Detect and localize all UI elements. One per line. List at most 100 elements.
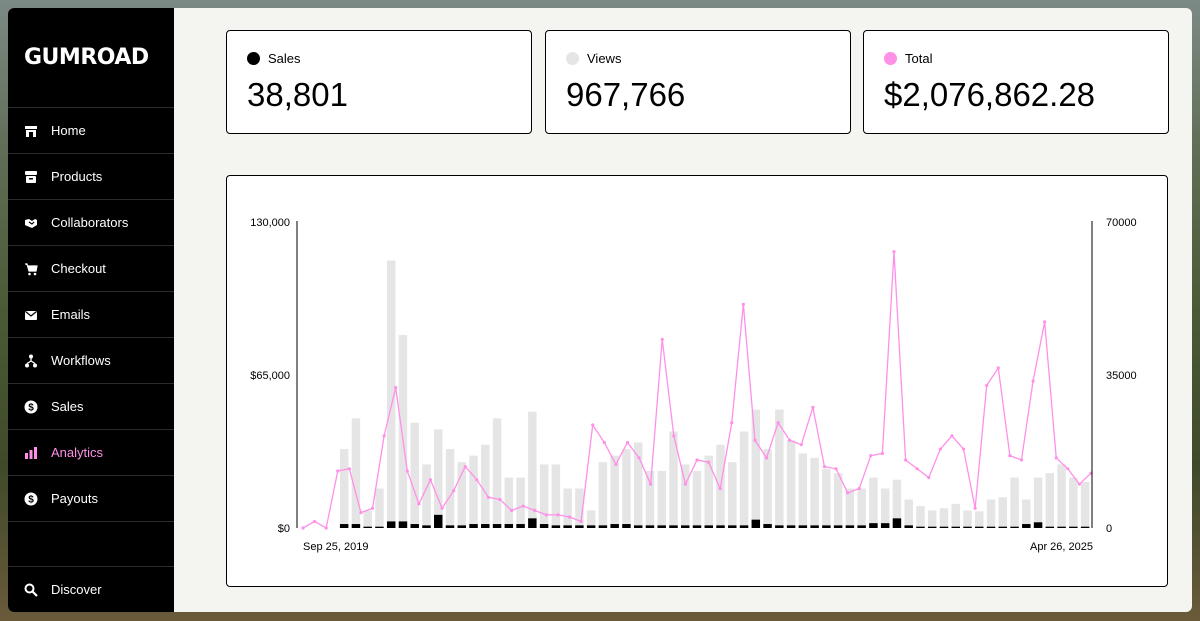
views-bar[interactable] <box>351 418 361 528</box>
sales-bar[interactable] <box>763 524 772 528</box>
sales-bar[interactable] <box>810 525 819 528</box>
total-point[interactable] <box>938 447 942 451</box>
views-bar[interactable] <box>728 462 737 528</box>
total-point[interactable] <box>788 438 792 442</box>
sidebar-item-checkout[interactable]: Checkout <box>8 246 174 292</box>
views-bar[interactable] <box>951 503 960 528</box>
views-bar[interactable] <box>810 457 819 528</box>
views-bar[interactable] <box>1057 464 1066 528</box>
views-bar[interactable] <box>481 444 490 528</box>
views-bar[interactable] <box>739 431 749 528</box>
sales-bar[interactable] <box>422 525 431 528</box>
total-point[interactable] <box>625 440 630 445</box>
views-bar[interactable] <box>539 464 549 528</box>
sales-bar[interactable] <box>845 525 855 528</box>
views-bar[interactable] <box>833 473 843 528</box>
sales-bar[interactable] <box>739 525 749 528</box>
total-point[interactable] <box>1054 456 1058 460</box>
total-point[interactable] <box>985 383 989 388</box>
total-point[interactable] <box>521 504 525 508</box>
sales-bar[interactable] <box>586 525 596 528</box>
sales-bar[interactable] <box>492 524 502 528</box>
sales-bar[interactable] <box>916 526 925 528</box>
total-point[interactable] <box>486 495 491 499</box>
views-bar[interactable] <box>822 468 831 528</box>
views-bar[interactable] <box>798 453 808 528</box>
views-bar[interactable] <box>963 510 972 528</box>
sales-bar[interactable] <box>363 526 372 528</box>
total-point[interactable] <box>347 467 351 471</box>
total-point[interactable] <box>509 508 514 513</box>
views-bar[interactable] <box>880 488 890 528</box>
views-bar[interactable] <box>904 499 913 528</box>
sales-bar[interactable] <box>1010 526 1019 528</box>
sales-bar[interactable] <box>704 525 713 528</box>
sales-bar[interactable] <box>822 525 831 528</box>
total-point[interactable] <box>579 519 583 524</box>
views-bar[interactable] <box>434 429 443 528</box>
views-bar[interactable] <box>1010 477 1019 528</box>
total-point[interactable] <box>718 486 722 491</box>
sales-bar[interactable] <box>445 525 455 528</box>
total-point[interactable] <box>857 486 861 491</box>
total-point[interactable] <box>637 456 641 460</box>
total-point[interactable] <box>649 482 653 486</box>
analytics-chart[interactable]: $0 $65,000 130,000 0 35000 70000 Sep 25,… <box>227 176 1167 586</box>
total-point[interactable] <box>301 526 305 530</box>
sales-bar[interactable] <box>1033 522 1043 528</box>
total-point[interactable] <box>567 515 572 519</box>
sales-bar[interactable] <box>880 523 890 528</box>
sales-bar[interactable] <box>645 525 655 528</box>
sales-bar[interactable] <box>457 525 467 528</box>
sales-bar[interactable] <box>728 525 737 528</box>
total-point[interactable] <box>382 434 386 438</box>
sales-bar[interactable] <box>869 523 878 528</box>
views-bar[interactable] <box>939 508 949 528</box>
views-bar[interactable] <box>1022 499 1031 528</box>
views-bar[interactable] <box>457 462 467 528</box>
sidebar-item-payouts[interactable]: $ Payouts <box>8 476 174 522</box>
sales-bar[interactable] <box>1045 526 1055 528</box>
sales-bar[interactable] <box>1022 524 1031 528</box>
total-point[interactable] <box>950 434 954 438</box>
total-point[interactable] <box>405 469 409 473</box>
views-bar[interactable] <box>422 464 431 528</box>
sales-bar[interactable] <box>504 524 514 528</box>
views-bar[interactable] <box>492 418 502 528</box>
sales-bar[interactable] <box>751 519 761 528</box>
gumroad-logo[interactable]: GUMROAD <box>8 8 174 108</box>
total-point[interactable] <box>475 478 479 482</box>
total-point[interactable] <box>359 511 363 515</box>
total-point[interactable] <box>394 386 398 390</box>
sales-bar[interactable] <box>481 524 490 528</box>
sales-bar[interactable] <box>669 525 678 528</box>
total-point[interactable] <box>324 526 328 530</box>
views-bar[interactable] <box>516 477 525 528</box>
views-bar[interactable] <box>927 510 937 528</box>
total-point[interactable] <box>811 405 815 409</box>
sidebar-item-collaborators[interactable]: Collaborators <box>8 200 174 246</box>
sales-bar[interactable] <box>1080 526 1090 528</box>
total-point[interactable] <box>591 423 595 427</box>
views-bar[interactable] <box>586 510 596 528</box>
sales-bar[interactable] <box>434 514 443 528</box>
sales-bar[interactable] <box>375 526 384 528</box>
sales-bar[interactable] <box>398 521 408 528</box>
sales-bar[interactable] <box>786 525 796 528</box>
total-point[interactable] <box>614 462 618 467</box>
views-bar[interactable] <box>622 449 631 528</box>
views-bar[interactable] <box>669 431 678 528</box>
total-point[interactable] <box>1031 379 1035 383</box>
total-point[interactable] <box>417 502 421 506</box>
views-bar[interactable] <box>869 477 878 528</box>
sales-bar[interactable] <box>927 526 937 528</box>
sales-bar[interactable] <box>351 524 361 528</box>
total-point[interactable] <box>927 475 931 480</box>
views-bar[interactable] <box>610 455 619 528</box>
views-bar[interactable] <box>504 477 514 528</box>
total-point[interactable] <box>730 421 734 425</box>
sidebar-item-sales[interactable]: $ Sales <box>8 384 174 430</box>
views-bar[interactable] <box>857 488 866 528</box>
total-point[interactable] <box>764 456 769 460</box>
total-point[interactable] <box>602 440 606 445</box>
